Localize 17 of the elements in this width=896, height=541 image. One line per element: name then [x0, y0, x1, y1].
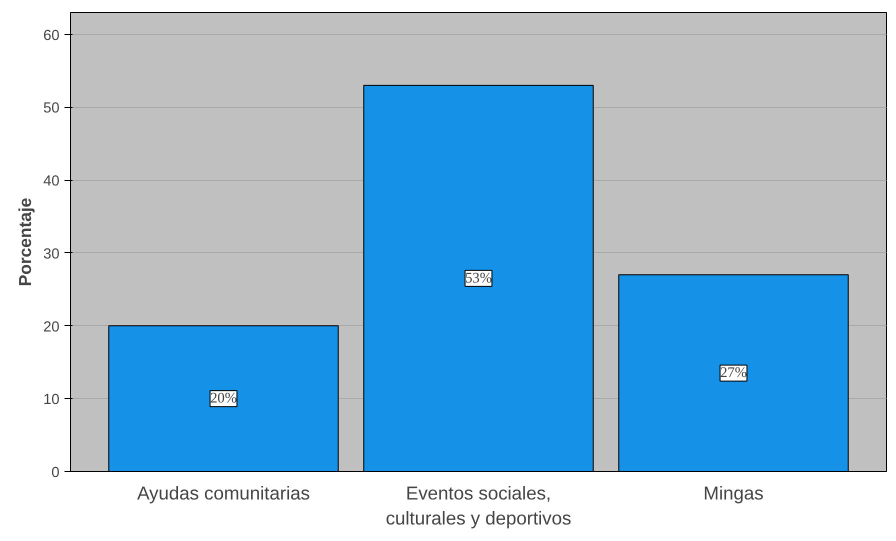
- y-tick-label: 60: [43, 28, 60, 44]
- data-label: 27%: [720, 365, 747, 382]
- x-tick-label: Eventos sociales, culturales y deportivos: [386, 482, 572, 529]
- bar: [108, 325, 339, 472]
- y-tick-label: 10: [43, 392, 60, 408]
- y-tick-label: 20: [43, 319, 60, 336]
- x-tick-label: Ayudas comunitarias: [137, 482, 310, 504]
- y-axis-title: Porcentaje: [15, 197, 36, 286]
- y-tick-label: 0: [51, 465, 60, 481]
- y-tick-label: 50: [43, 100, 60, 117]
- x-tick-label: Mingas: [703, 482, 764, 504]
- data-label: 53%: [465, 270, 492, 286]
- data-label: 20%: [210, 390, 237, 407]
- bar: [363, 84, 594, 472]
- y-tick-label: 30: [43, 246, 60, 262]
- y-tick-label: 40: [43, 174, 60, 190]
- bar: [618, 274, 849, 472]
